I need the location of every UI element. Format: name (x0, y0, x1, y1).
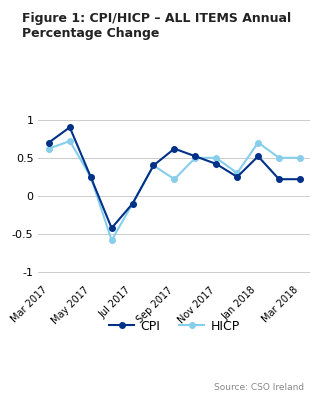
Text: Figure 1: CPI/HICP – ALL ITEMS Annual
Percentage Change: Figure 1: CPI/HICP – ALL ITEMS Annual Pe… (22, 12, 292, 40)
Text: Source: CSO Ireland: Source: CSO Ireland (214, 383, 304, 392)
Legend: CPI, HICP: CPI, HICP (104, 314, 244, 338)
